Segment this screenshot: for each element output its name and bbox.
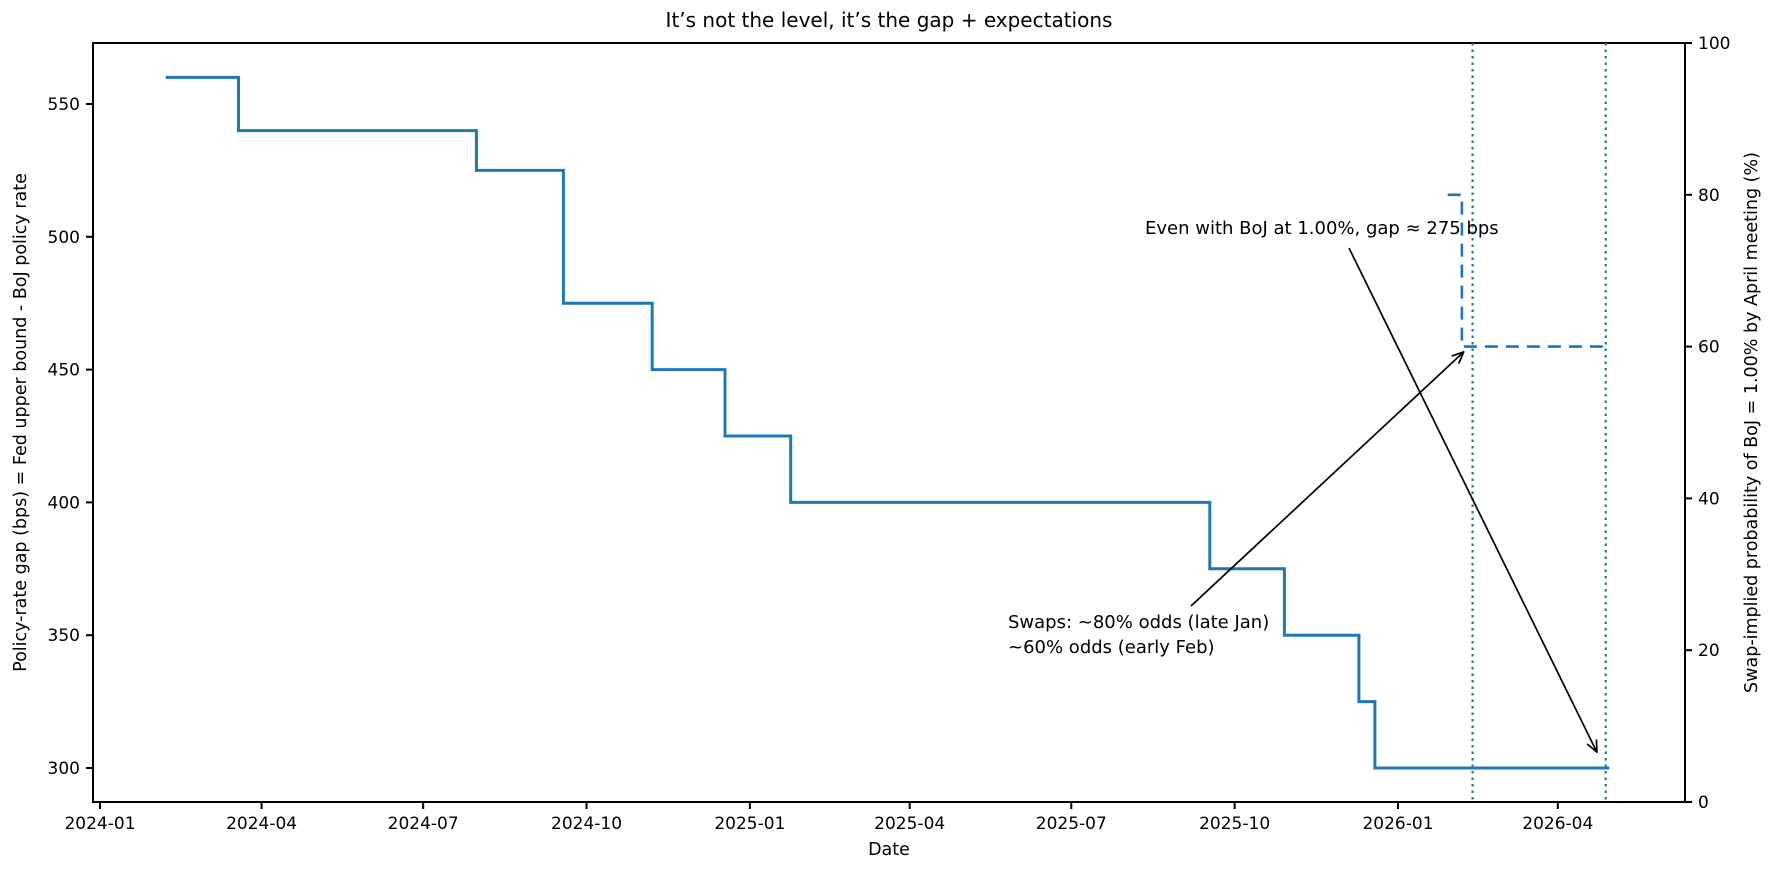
y-axis-title-right: Swap-implied probability of BoJ = 1.00% …: [1742, 152, 1762, 693]
left-axis-ticks: 550 500 450 400 350 300: [48, 95, 93, 779]
policy-gap-step-line: [166, 77, 1610, 768]
x-tick-label: 2025-01: [714, 814, 785, 834]
annotation-swaps-line1: Swaps: ~80% odds (late Jan): [1008, 612, 1269, 633]
left-tick-label: 350: [48, 626, 80, 646]
right-tick-label: 100: [1698, 34, 1730, 54]
right-axis-ticks: 100 80 60 40 20 0: [1685, 34, 1730, 813]
annotation-gap-note: Even with BoJ at 1.00%, gap ≈ 275 bps: [1145, 218, 1499, 239]
right-tick-label: 40: [1698, 489, 1720, 509]
x-tick-label: 2026-01: [1362, 814, 1433, 834]
left-tick-label: 400: [48, 493, 80, 513]
right-tick-label: 60: [1698, 338, 1720, 358]
x-tick-label: 2024-04: [226, 814, 297, 834]
chart-title: It’s not the level, it’s the gap + expec…: [666, 8, 1113, 32]
right-tick-label: 80: [1698, 186, 1720, 206]
annotation-arrows: [1191, 248, 1597, 752]
right-tick-label: 20: [1698, 641, 1720, 661]
left-tick-label: 550: [48, 95, 80, 115]
left-tick-label: 500: [48, 228, 80, 248]
x-tick-label: 2025-07: [1036, 814, 1107, 834]
x-tick-label: 2024-07: [388, 814, 459, 834]
x-tick-label: 2024-01: [64, 814, 135, 834]
annotation-swaps-line2: ~60% odds (early Feb): [1008, 637, 1215, 658]
x-tick-label: 2025-10: [1199, 814, 1270, 834]
x-tick-label: 2024-10: [551, 814, 622, 834]
event-vlines: [1473, 43, 1606, 802]
left-tick-label: 300: [48, 759, 80, 779]
x-axis-ticks: 2024-01 2024-04 2024-07 2024-10 2025-01 2025-…: [64, 802, 1593, 834]
x-tick-label: 2026-04: [1522, 814, 1593, 834]
x-axis-title: Date: [868, 840, 910, 860]
left-tick-label: 450: [48, 361, 80, 381]
plot-area-spines: [93, 43, 1685, 802]
annotation-arrow-line: [1191, 352, 1464, 606]
right-tick-label: 0: [1698, 793, 1709, 813]
y-axis-title-left: Policy-rate gap (bps) = Fed upper bound …: [11, 173, 31, 672]
x-tick-label: 2025-04: [874, 814, 945, 834]
